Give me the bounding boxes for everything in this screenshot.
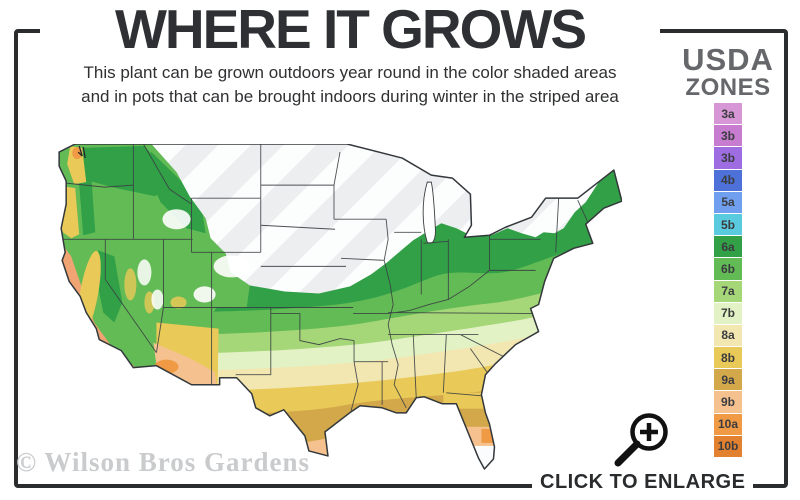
az-peach <box>153 342 217 385</box>
usda-zones-legend: 3a 3b 3b 4b 5a 5b 6a 6b 7a 7b 8a 8b 9a 9b 10a 10b <box>714 103 742 458</box>
lake-michigan <box>422 181 436 244</box>
legend-zone-swatch: 7a <box>714 280 742 302</box>
legend-zone-swatch: 5b <box>714 213 742 236</box>
legend-zone-swatch: 8b <box>714 347 742 369</box>
legend-zone-swatch: 6a <box>714 236 742 258</box>
click-to-enlarge-label[interactable]: CLICK TO ENLARGE <box>532 469 754 496</box>
usda-heading-line1: USDA <box>682 42 774 77</box>
legend-zone-swatch: 10b <box>714 435 742 457</box>
sierra-dark-green <box>95 250 123 323</box>
rockies-white-2 <box>213 255 250 278</box>
us-hardiness-map[interactable] <box>56 143 623 470</box>
nv-valley-gold-1 <box>124 268 137 301</box>
legend-zone-swatch: 9a <box>714 369 742 391</box>
wa-dark-green <box>76 146 175 197</box>
legend-zone-swatch: 3b <box>714 147 742 169</box>
legend-zone-swatch: 3b <box>714 125 742 147</box>
rockies-white-3 <box>193 286 216 303</box>
fl-9a-strip <box>443 408 500 427</box>
idaho-dark-green <box>147 152 206 234</box>
state-borders <box>61 144 589 411</box>
us-map-svg[interactable] <box>56 143 623 470</box>
legend-zone-swatch: 6b <box>714 258 742 280</box>
usda-heading-line2: ZONES <box>685 74 771 101</box>
subtitle: This plant can be grown outdoors year ro… <box>58 61 642 109</box>
legend-zone-swatch: 5a <box>714 191 742 213</box>
puget-sound-inlets <box>77 145 86 159</box>
legend-zone-swatch: 3a <box>714 103 742 125</box>
legend-zone-swatch: 9b <box>714 391 742 413</box>
legend-zone-swatch: 4b <box>714 169 742 191</box>
rockies-white-1 <box>162 209 191 230</box>
magnifier-plus-icon[interactable] <box>603 408 675 477</box>
legend-zone-swatch: 10a <box>714 413 742 435</box>
subtitle-line-2: and in pots that can be brought indoors … <box>81 87 619 107</box>
legend-zone-swatch: 8a <box>714 324 742 347</box>
usda-zones-heading: USDA ZONES <box>668 44 788 100</box>
nv-white-1 <box>137 259 152 286</box>
puget-orange-dot <box>72 147 83 160</box>
legend-zone-swatch: 7b <box>714 302 742 324</box>
ut-gold-sw <box>170 296 187 309</box>
nv-white-2 <box>151 289 164 310</box>
page-title: WHERE IT GROWS <box>40 0 660 61</box>
cascades-dark-green <box>78 172 96 236</box>
watermark: © Wilson Bros Gardens <box>16 447 310 477</box>
us-outline <box>58 143 623 470</box>
subtitle-line-1: This plant can be grown outdoors year ro… <box>83 63 617 82</box>
